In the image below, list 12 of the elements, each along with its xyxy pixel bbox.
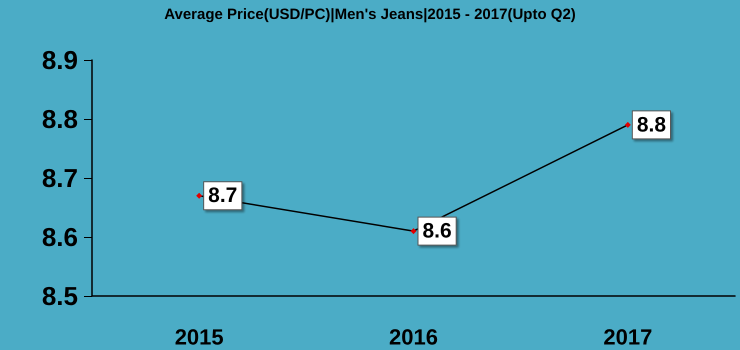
y-tick-label: 8.5 — [42, 281, 78, 311]
data-label: 8.6 — [422, 220, 452, 243]
y-tick-label: 8.6 — [42, 222, 78, 252]
x-tick-label: 2017 — [603, 324, 652, 350]
y-tick-label: 8.7 — [42, 163, 78, 193]
y-tick-label: 8.8 — [42, 104, 78, 134]
chart-title: Average Price(USD/PC)|Men's Jeans|2015 - 2017(Upto Q2) — [164, 6, 576, 23]
x-tick-label: 2016 — [389, 324, 438, 350]
y-tick-label: 8.9 — [42, 45, 78, 75]
x-tick-label: 2015 — [174, 324, 224, 350]
data-label: 8.7 — [208, 184, 238, 208]
data-label: 8.8 — [636, 113, 666, 136]
